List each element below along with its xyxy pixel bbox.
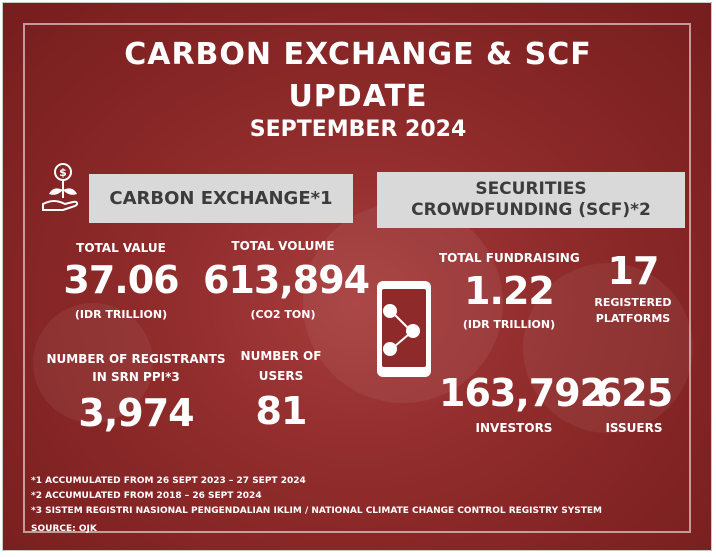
footnote-3: *3 SISTEM REGISTRI NASIONAL PENGENDALIAN… bbox=[31, 506, 602, 516]
scf-heading: SECURITIES CROWDFUNDING (SCF)*2 bbox=[377, 172, 685, 228]
platforms-label-line2: PLATFORMS bbox=[595, 312, 671, 325]
investors-value: 163,792 bbox=[439, 371, 606, 415]
scf-heading-line2: CROWDFUNDING (SCF)*2 bbox=[411, 200, 651, 220]
registrants-value: 3,974 bbox=[78, 391, 194, 435]
issuers-label: ISSUERS bbox=[605, 421, 663, 435]
inner-frame bbox=[23, 23, 691, 533]
source-note: SOURCE: OJK bbox=[31, 524, 97, 534]
smartphone-network-icon bbox=[377, 281, 431, 377]
page-title-line2: UPDATE bbox=[288, 79, 428, 114]
platforms-value: 17 bbox=[607, 249, 660, 293]
total-volume-value: 613,894 bbox=[203, 258, 370, 302]
investors-label: INVESTORS bbox=[475, 421, 553, 435]
page-title: CARBON EXCHANGE & SCF bbox=[124, 37, 592, 72]
background-decoration bbox=[33, 303, 153, 423]
platforms-label: REGISTERED bbox=[594, 296, 672, 309]
svg-text:$: $ bbox=[59, 166, 67, 179]
total-volume-unit: (CO2 TON) bbox=[250, 308, 316, 321]
users-label: NUMBER OF bbox=[240, 349, 322, 363]
money-plant-hand-icon: $ bbox=[42, 163, 79, 211]
page-subtitle: SEPTEMBER 2024 bbox=[249, 117, 467, 142]
total-fundraising-value: 1.22 bbox=[464, 269, 555, 313]
users-value: 81 bbox=[255, 389, 308, 433]
footnote-1: *1 ACCUMULATED FROM 26 SEPT 2023 – 27 SE… bbox=[31, 476, 306, 486]
registrants-label: NUMBER OF REGISTRANTS bbox=[46, 352, 226, 366]
total-value-label: TOTAL VALUE bbox=[76, 241, 166, 255]
registrants-label-line2: IN SRN PPI*3 bbox=[92, 370, 180, 384]
total-fundraising-label: TOTAL FUNDRAISING bbox=[439, 251, 580, 265]
users-label-line2: USERS bbox=[258, 369, 304, 383]
background-decoration bbox=[523, 263, 693, 433]
total-value-value: 37.06 bbox=[63, 258, 179, 302]
footnote-2: *2 ACCUMULATED FROM 2018 – 26 SEPT 2024 bbox=[31, 491, 262, 501]
issuers-value: 625 bbox=[595, 371, 673, 415]
carbon-exchange-heading: CARBON EXCHANGE*1 bbox=[89, 174, 353, 223]
scf-heading-line1: SECURITIES bbox=[475, 179, 587, 199]
total-volume-label: TOTAL VOLUME bbox=[231, 239, 335, 253]
total-fundraising-unit: (IDR TRILLION) bbox=[462, 318, 556, 331]
total-value-unit: (IDR TRILLION) bbox=[74, 308, 168, 321]
infographic-card: CARBON EXCHANGE & SCF UPDATE SEPTEMBER 2… bbox=[2, 2, 712, 551]
